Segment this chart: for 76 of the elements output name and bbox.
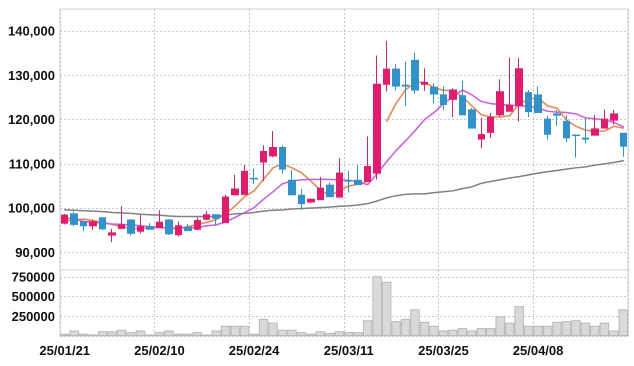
x-tick-label: 25/04/08 (512, 343, 564, 358)
candlestick (373, 54, 381, 180)
candlestick (194, 216, 201, 231)
candlestick (544, 116, 551, 140)
candlestick (506, 57, 513, 112)
y-tick-label: 110,000 (8, 156, 55, 172)
candlestick (582, 117, 589, 144)
candlestick (298, 188, 305, 210)
candlestick (146, 222, 154, 230)
candlestick (184, 223, 192, 232)
candlestick (80, 221, 87, 232)
candlestick (127, 218, 135, 236)
candlestick (118, 206, 125, 229)
candlestick (326, 182, 334, 198)
candlestick (279, 144, 286, 174)
candlestick (250, 168, 258, 185)
y-tick-label: 120,000 (8, 112, 55, 128)
candlestick (241, 164, 248, 195)
x-tick-label: 25/02/10 (134, 343, 185, 358)
candlestick (553, 109, 561, 126)
candlestick (336, 158, 343, 198)
y-tick-label: 140,000 (8, 24, 55, 39)
candlestick (601, 108, 608, 128)
candlestick (468, 108, 476, 128)
candlestick (203, 210, 210, 221)
candlestick (99, 216, 106, 230)
candlestick (231, 174, 239, 196)
candlestick (260, 144, 267, 182)
x-tick-label: 25/03/11 (324, 343, 374, 358)
candlestick (620, 132, 627, 158)
y-tick-label: 130,000 (8, 68, 55, 83)
candlestick (307, 198, 315, 204)
candlestick (156, 210, 163, 228)
x-tick-label: 25/03/25 (418, 343, 469, 358)
x-tick-label: 25/02/24 (228, 343, 280, 358)
candlestick (165, 218, 173, 236)
candlestick (496, 78, 504, 117)
candlestick (449, 88, 457, 118)
candlestick (212, 214, 220, 226)
candlestick (487, 112, 494, 138)
candlestick (364, 136, 371, 182)
candlestick (610, 109, 618, 125)
candlestick (430, 82, 438, 104)
candlestick (383, 40, 390, 92)
candlestick (354, 164, 362, 186)
candlestick (534, 86, 542, 114)
candlestick (269, 130, 277, 158)
candlestick (288, 170, 296, 196)
y-tick-label: 250000 (12, 308, 55, 324)
y-tick-label: 500000 (12, 289, 55, 304)
candlestick (440, 86, 447, 110)
x-tick-label: 25/01/21 (39, 343, 90, 358)
candlestick (402, 61, 409, 106)
candlestick (515, 57, 523, 122)
candlestick (222, 194, 229, 224)
candlestick (478, 117, 485, 148)
candlestick (392, 64, 400, 91)
candlestick (591, 114, 599, 136)
candlestick (175, 220, 182, 237)
candlestick (525, 89, 532, 118)
candlestick (317, 176, 324, 200)
candlestick (411, 52, 419, 94)
candlestick (89, 219, 97, 230)
candlestick (572, 134, 580, 158)
candlestick (70, 211, 78, 227)
candlestick (421, 68, 428, 92)
y-tick-label: 90,000 (15, 244, 55, 260)
y-tick-label: 750000 (12, 270, 55, 285)
candlestick (61, 213, 68, 225)
candlestick (459, 80, 466, 116)
candlestick (345, 170, 352, 194)
candlestick (563, 114, 570, 143)
line-series (64, 160, 624, 218)
candlestick (108, 228, 116, 243)
candlestick (137, 214, 144, 234)
y-tick-label: 100,000 (8, 200, 55, 216)
